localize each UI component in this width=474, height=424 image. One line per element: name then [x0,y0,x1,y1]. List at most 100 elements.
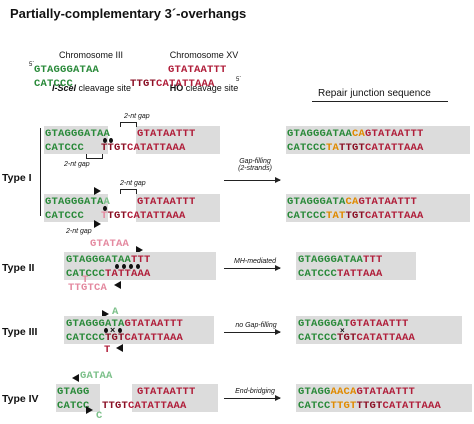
t1a-gap-top-bracket [120,122,136,123]
r4-box [296,384,472,412]
t4-bot-overhang: C [96,410,103,422]
t1b-box-right [136,194,220,222]
t1b-nick-bot-marker [94,220,101,228]
type4-arrow [224,395,281,401]
chrom3-label: Chromosome III I-SceI cleavage site [52,50,132,93]
t4-top-right: GTATAATTT [137,386,196,398]
t1a-pair-dot-2 [109,138,113,143]
t1a-bot-left: CATCCC [45,142,85,154]
t4-nick-top-marker [72,374,79,382]
t2-pair-dot-2 [122,264,126,269]
t2-pair-dot-3 [129,264,133,269]
t1a-gap-bot-tick-l [86,154,87,159]
t1b-gap-bot-label: 2-nt gap [66,228,92,235]
type4-arrow-label: End-bridging [235,388,275,395]
type2-label: Type II [2,262,35,274]
r2-bot: CATCCCTATTAAA [298,268,383,280]
five-prime-label: 5´ [29,62,35,68]
t1b-bot-right: TTGTCATATTAAA [101,210,186,222]
t2-pair-dot-4 [136,264,140,269]
t4-bot-left: CATCC [57,400,90,412]
repair-junction-underline [312,101,448,102]
r1b-bot: CATCCCTATTGTCATATTAAA [287,210,424,222]
t1b-box-left [44,194,108,222]
t3-nick-bot-marker [116,344,123,352]
t2-under-bot: TTGTCA [68,282,108,294]
header-bot-left-seq: CATCCC [34,78,74,90]
t1a-top-left: GTAGGGATAA [45,128,111,140]
t1b-bot-left: CATCCC [45,210,85,222]
t1b-top-right: GTATAATTT [137,196,196,208]
t2-pair-dot-1 [115,264,119,269]
type4-label: Type IV [2,393,39,405]
t2-mid-t: T [82,274,89,286]
type2-arrow-label: MH-mediated [233,258,276,265]
r2-top: GTAGGGATAATTT [298,254,383,266]
t4-top-overhang: GATAA [80,370,113,382]
repair-junction-label: Repair junction sequence [318,88,431,99]
t1a-gap-top-label: 2-nt gap [124,113,150,120]
figure-title: Partially-complementary 3´-overhangs [10,6,247,21]
t3-pair-dot-2 [118,328,122,333]
type3-label: Type III [2,326,38,338]
r1a-box [286,126,470,154]
t3-overhang-a: A [112,306,119,318]
r2-box [296,252,416,280]
t2-nick-bot-marker [114,281,121,289]
type3-arrow [224,329,281,335]
t1a-bot-right: TTGTCATATTAAA [101,142,186,154]
t1a-top-right: GTATAATTT [137,128,196,140]
r1a-bot: CATCCCTATTGTCATATTAAA [287,142,424,154]
five-prime-label-b: 5´ [236,77,242,83]
t1b-top-left: GTAGGGATAA [45,196,111,208]
t2-bot: CATCCCTATTAAA [66,268,151,280]
t3-nick-top-marker [102,310,109,318]
r1b-box [286,194,470,222]
t1a-gap-bot-label: 2-nt gap [64,161,90,168]
t1b-pair-dot [103,206,107,211]
t1a-box-right [136,126,220,154]
r4-top: GTAGGAACAGTATAATTT [298,386,416,398]
t1a-gap-bot-tick-r [102,154,103,159]
t1b-nick-top-marker [94,187,101,195]
r3-top: GTAGGGATGTATAATTT [298,318,409,330]
t1b-gap-top-bracket [120,189,136,190]
t4-bot-right: TTGTCATATTAAA [102,400,187,412]
type1-label: Type I [2,172,32,184]
t1a-gap-top-tick-r [136,122,137,127]
t3-mismatch-x: × [110,325,116,335]
t4-nick-bot-marker [86,406,93,414]
t1a-box-left [44,126,108,154]
t2-box [64,252,216,280]
header-top-left-seq: GTAGGGATAA [34,64,100,76]
t1b-gap-top-label: 2-nt gap [120,180,146,187]
type2-arrow [224,265,281,271]
t3-bot: CATCCCTGTCATATTAAA [66,332,184,344]
t3-box [64,316,214,344]
t2-over-top: GTATAA [90,238,130,250]
t1a-pair-dot-1 [103,138,107,143]
t1b-gap-top-tick-r [136,189,137,194]
t3-pair-dot-1 [104,328,108,333]
t2-top: GTAGGGATAATTT [66,254,151,266]
t1b-gap-top-tick-l [120,189,121,194]
type3-arrow-label: no Gap-filling [235,322,277,329]
t1a-gap-bot-bracket [86,158,102,159]
r1b-top: GTAGGGATACAGTATAATTT [287,196,418,208]
type1-arrow [224,177,281,183]
r3-box [296,316,462,344]
t3-overhang-t: T [104,344,111,356]
r3-bot: CATCCCTGTCATATTAAA [298,332,416,344]
t4-box-right [132,384,218,412]
type1-arrow-label: Gap-filling (2-strands) [238,158,272,172]
r4-bot: CATCCTTGTTTGTCATATTAAA [298,400,442,412]
t3-top: GTAGGGATAGTATAATTT [66,318,184,330]
r1a-top: GTAGGGATAACAGTATAATTT [287,128,424,140]
t1a-gap-top-tick-l [120,122,121,127]
t4-top-left: GTAGG [57,386,90,398]
header-bot-right-seq: TTGTCATATTAAA [130,78,215,90]
t2-nick-top-marker [136,246,143,254]
r3-mismatch-x: × [340,326,345,335]
header-top-right-seq: GTATAATTT [168,64,227,76]
